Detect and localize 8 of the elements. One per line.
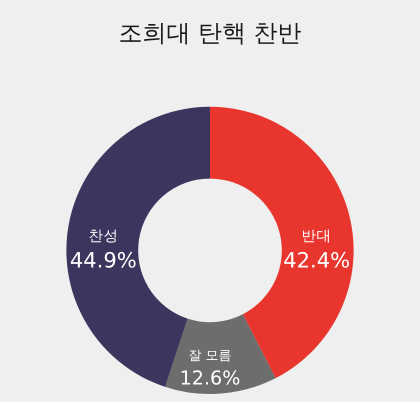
slice-label: 반대: [302, 227, 332, 244]
slice-label: 찬성: [88, 227, 118, 244]
chart-title: 조희대 탄핵 찬반: [118, 18, 302, 47]
slice-label: 잘 모름: [188, 348, 232, 364]
data-label: 44.9%: [70, 248, 137, 273]
data-label: 42.4%: [283, 248, 350, 273]
data-label: 12.6%: [180, 366, 240, 390]
donut-slice: [165, 314, 276, 394]
